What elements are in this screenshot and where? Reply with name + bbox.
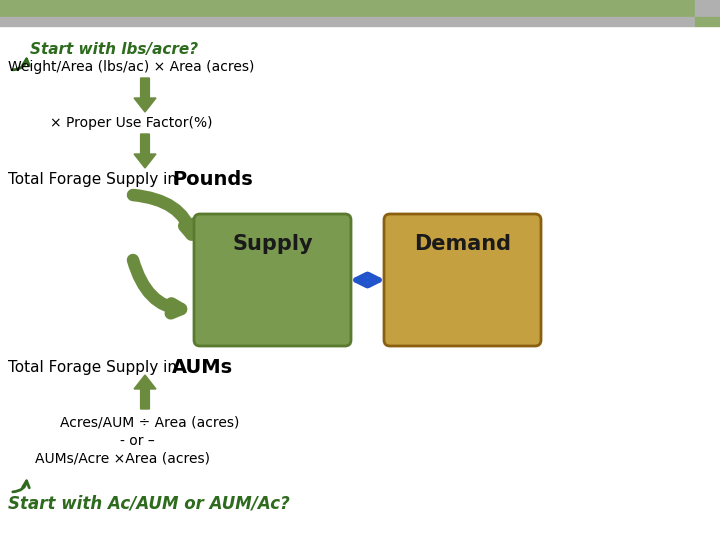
Text: AUMs: AUMs bbox=[172, 358, 233, 377]
Text: Total Forage Supply in: Total Forage Supply in bbox=[8, 360, 182, 375]
Text: × Proper Use Factor(%): × Proper Use Factor(%) bbox=[50, 116, 212, 130]
FancyBboxPatch shape bbox=[384, 214, 541, 346]
Bar bbox=[695, 17, 720, 26]
Text: Start with Ac/AUM or AUM/Ac?: Start with Ac/AUM or AUM/Ac? bbox=[8, 495, 289, 513]
FancyBboxPatch shape bbox=[194, 214, 351, 346]
Bar bbox=[695, 0, 720, 17]
Text: Weight/Area (lbs/ac) × Area (acres): Weight/Area (lbs/ac) × Area (acres) bbox=[8, 60, 254, 74]
Text: Start with lbs/acre?: Start with lbs/acre? bbox=[30, 42, 198, 57]
Polygon shape bbox=[134, 375, 156, 409]
Text: Total Forage Supply in: Total Forage Supply in bbox=[8, 172, 182, 187]
Bar bbox=[0, 17, 695, 26]
Polygon shape bbox=[134, 78, 156, 112]
Text: AUMs/Acre ×Area (acres): AUMs/Acre ×Area (acres) bbox=[35, 452, 210, 466]
Text: Demand: Demand bbox=[414, 234, 511, 254]
Text: - or –: - or – bbox=[120, 434, 155, 448]
Text: Acres/AUM ÷ Area (acres): Acres/AUM ÷ Area (acres) bbox=[60, 415, 239, 429]
Bar bbox=[0, 0, 695, 17]
Text: Supply: Supply bbox=[232, 234, 312, 254]
Polygon shape bbox=[134, 134, 156, 168]
Text: Pounds: Pounds bbox=[172, 170, 253, 189]
